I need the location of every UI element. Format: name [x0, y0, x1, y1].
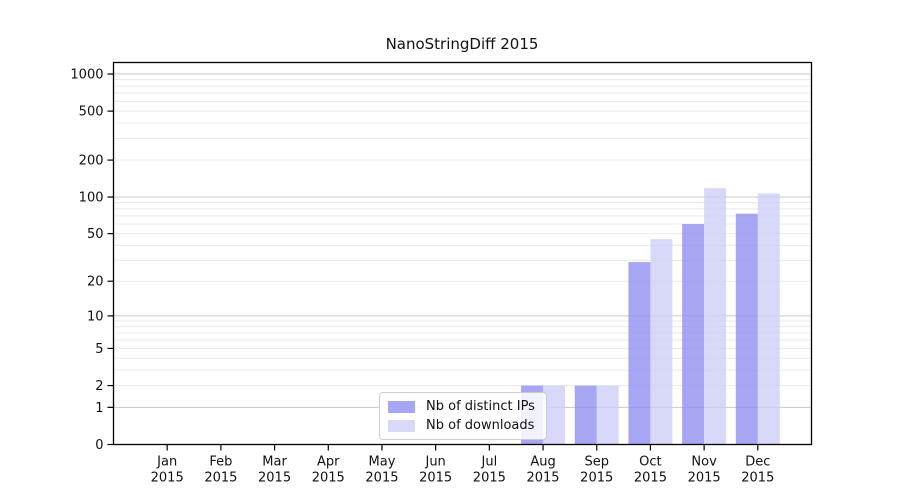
bar-distinct-ips-Sep [574, 385, 597, 445]
y-tick-label: 20 [87, 275, 104, 290]
x-tick-label-year: 2015 [526, 471, 559, 486]
x-tick-label-year: 2015 [365, 471, 398, 486]
bar-downloads-Aug [543, 385, 566, 445]
y-tick-label: 50 [87, 227, 104, 242]
x-tick-label-month: Nov [691, 455, 717, 470]
bar-downloads-Oct [650, 239, 673, 445]
x-tick-label-month: Mar [262, 455, 287, 470]
legend-swatch-distinct-ips-icon [388, 400, 415, 413]
x-tick-label-year: 2015 [312, 471, 345, 486]
x-tick-label-month: Dec [745, 455, 770, 470]
x-tick-label-month: Jun [424, 455, 445, 470]
x-tick-label-year: 2015 [151, 471, 184, 486]
x-tick-label-year: 2015 [258, 471, 291, 486]
x-tick-label-month: Oct [639, 455, 661, 470]
bar-downloads-Dec [757, 193, 780, 445]
x-tick-label-month: Aug [530, 455, 555, 470]
chart-title: NanoStringDiff 2015 [385, 35, 539, 53]
y-tick-label: 100 [79, 191, 104, 206]
legend-label-downloads: Nb of downloads [426, 418, 535, 433]
y-tick-label: 1000 [70, 68, 103, 83]
x-tick-label-year: 2015 [204, 471, 237, 486]
x-tick-label-year: 2015 [634, 471, 667, 486]
legend-label-distinct-ips: Nb of distinct IPs [426, 399, 535, 414]
legend-item-distinct-ips: Nb of distinct IPs [388, 399, 535, 414]
legend: Nb of distinct IPs Nb of downloads [379, 392, 547, 440]
y-tick-label: 5 [95, 342, 103, 357]
x-tick-label-month: Apr [317, 455, 340, 470]
x-tick-label-month: Feb [209, 455, 232, 470]
y-tick-label: 0 [95, 438, 103, 453]
x-tick-label-year: 2015 [741, 471, 774, 486]
bar-distinct-ips-Oct [628, 262, 651, 445]
bar-downloads-Sep [596, 385, 619, 445]
x-tick-label-year: 2015 [580, 471, 613, 486]
y-tick-label: 1 [95, 401, 103, 416]
x-tick-label-year: 2015 [473, 471, 506, 486]
y-tick-label: 2 [95, 379, 103, 394]
x-tick-label-year: 2015 [419, 471, 452, 486]
y-tick-label: 200 [79, 154, 104, 169]
y-tick-label: 500 [79, 105, 104, 120]
y-tick-label: 10 [87, 309, 104, 324]
x-tick-label-month: Jan [156, 455, 177, 470]
x-tick-label-year: 2015 [688, 471, 721, 486]
x-tick-label-month: Sep [584, 455, 609, 470]
legend-item-downloads: Nb of downloads [388, 418, 535, 433]
x-tick-label-month: May [369, 455, 396, 470]
x-tick-label-month: Jul [481, 455, 498, 470]
bar-downloads-Nov [704, 188, 727, 445]
legend-swatch-downloads-icon [388, 419, 415, 432]
bar-distinct-ips-Nov [682, 224, 705, 445]
bar-distinct-ips-Dec [735, 213, 758, 445]
plot-frame [112, 61, 813, 446]
